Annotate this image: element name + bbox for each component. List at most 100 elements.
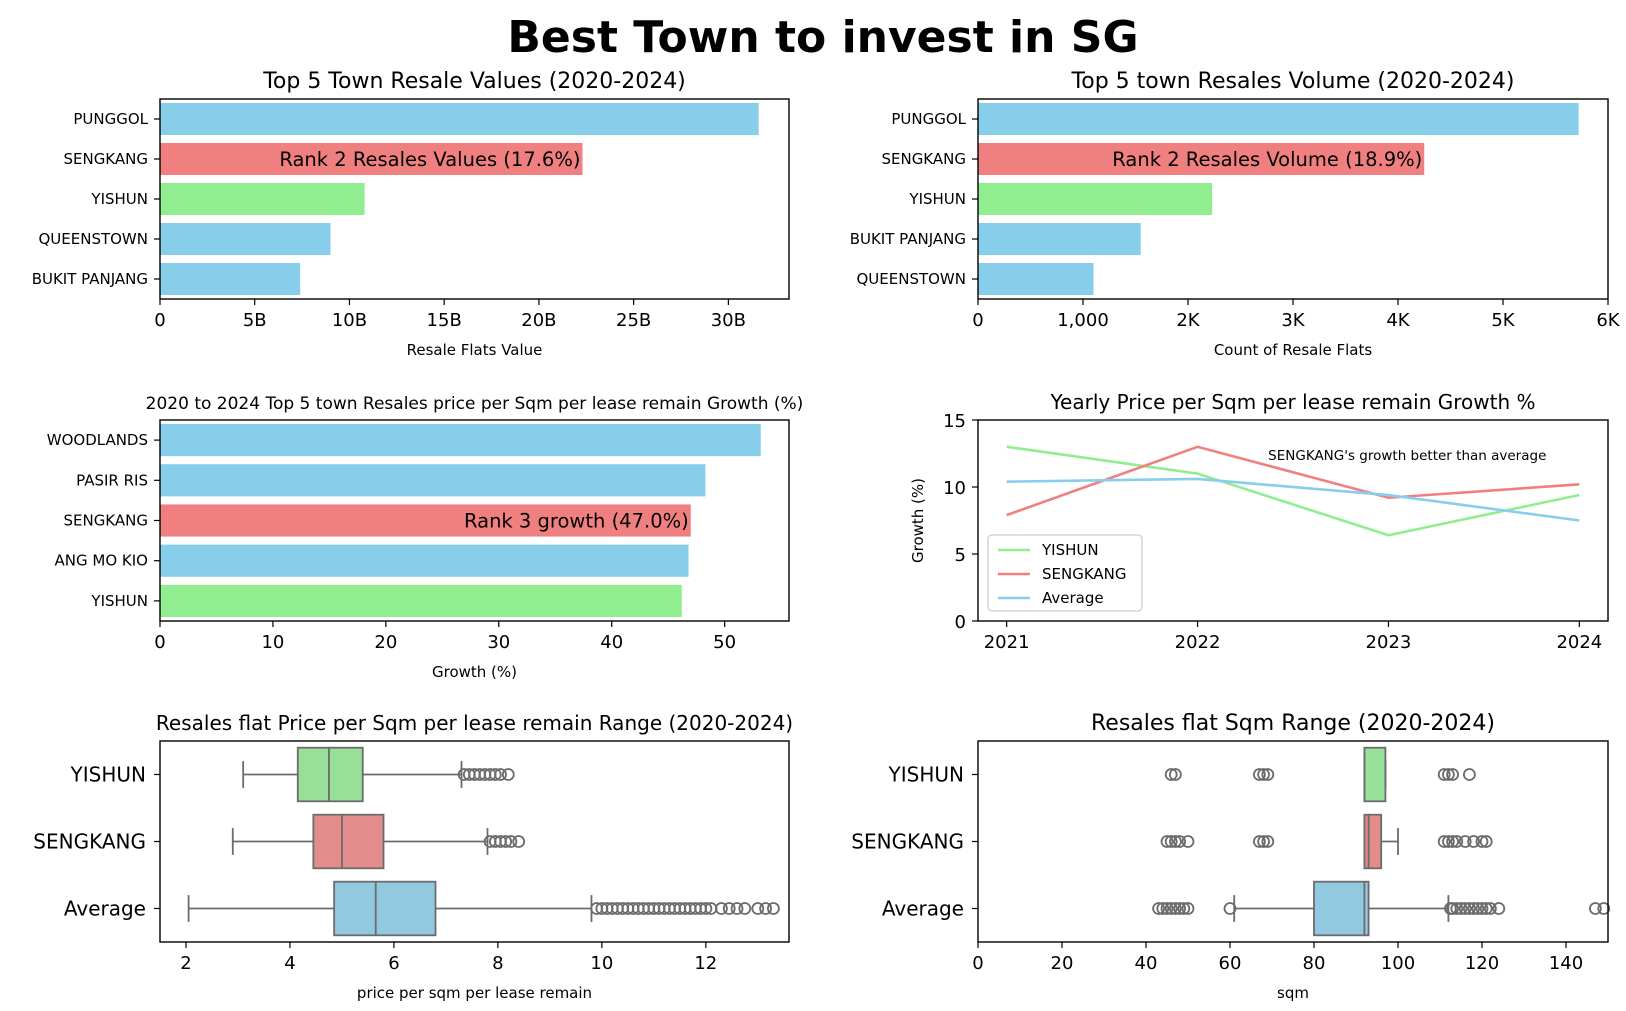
chart-2-xtick-label: 50	[713, 632, 736, 653]
bar-annotation: Rank 2 Resales Values (17.6%)	[279, 148, 580, 171]
outlier-point	[1446, 902, 1459, 915]
chart-2: 2020 to 2024 Top 5 town Resales price pe…	[47, 394, 804, 681]
chart-1-xtick-label: 4K	[1386, 310, 1410, 331]
outlier-point	[1492, 902, 1506, 915]
chart-1-title: Top 5 town Resales Volume (2020-2024)	[1071, 69, 1515, 94]
outlier-point	[1589, 902, 1602, 915]
outlier-point	[759, 902, 773, 915]
line-average	[1006, 477, 1580, 522]
chart-4-xtick-label: 10	[590, 953, 613, 974]
outlier-point	[1471, 902, 1485, 915]
chart-2-xtick-label: 10	[261, 632, 284, 653]
legend-label-sengkang: SENGKANG	[1042, 565, 1127, 583]
outlier-point	[1597, 902, 1611, 915]
outlier-point	[699, 902, 713, 915]
chart-2-xtick-label: 40	[600, 632, 623, 653]
chart-0-xlabel: Resale Flats Value	[407, 341, 543, 359]
chart-4-xtick-label: 12	[694, 953, 717, 974]
outlier-point	[1454, 902, 1468, 915]
legend-label-average: Average	[1042, 589, 1104, 607]
chart-4-xtick-label: 6	[388, 953, 399, 974]
chart-4-xtick-label: 4	[284, 953, 295, 974]
outlier-point	[1257, 835, 1270, 848]
chart-3-frame	[977, 419, 1609, 622]
chart-4-xtick-label: 2	[180, 953, 191, 974]
chart-1-xtick-label: 0	[972, 310, 983, 331]
bar-yishun	[160, 183, 365, 215]
chart-5-xtick-label: 120	[1465, 953, 1499, 974]
outlier-point	[1257, 768, 1270, 781]
box-iqr	[312, 813, 385, 870]
chart-2-xtick-label: 0	[154, 632, 165, 653]
chart-5-frame	[977, 740, 1609, 943]
outlier-point	[751, 902, 765, 915]
chart-0: Top 5 Town Resale Values (2020-2024) Resa…	[32, 69, 790, 359]
bar-yishun	[978, 183, 1213, 215]
chart-3-xtick-label: 2023	[1366, 632, 1412, 653]
category-label-average: Average	[64, 897, 146, 921]
outlier-point	[488, 768, 502, 781]
outlier-point	[1169, 902, 1182, 915]
category-label-bukit-panjang: BUKIT PANJANG	[850, 230, 966, 248]
category-label-sengkang: SENGKANG	[881, 150, 966, 168]
outlier-point	[1463, 768, 1476, 781]
outlier-point	[1253, 768, 1266, 781]
outlier-point	[1442, 768, 1455, 781]
outlier-point	[1160, 835, 1174, 848]
bar-sengkang	[978, 143, 1425, 175]
outlier-point	[1484, 902, 1497, 915]
chart-4-xlabel: price per sqm per lease remain	[357, 984, 592, 1002]
outlier-point	[1442, 835, 1455, 848]
chart-2-xtick-label: 30	[487, 632, 510, 653]
outlier-point	[499, 835, 513, 848]
chart-4-xtick-label: 8	[492, 953, 503, 974]
outlier-point	[512, 835, 526, 848]
outlier-point	[504, 835, 518, 848]
category-label-woodlands: WOODLANDS	[47, 431, 148, 449]
category-label-sengkang: SENGKANG	[63, 150, 148, 168]
chart-1-xtick-label: 6K	[1596, 310, 1620, 331]
outlier-point	[1181, 835, 1195, 848]
chart-5-xtick-label: 100	[1381, 953, 1415, 974]
outlier-point	[1458, 835, 1472, 848]
chart-panels: Top 5 Town Resale Values (2020-2024) Resa…	[32, 69, 1621, 1002]
chart-1: Top 5 town Resales Volume (2020-2024) Cou…	[850, 69, 1621, 359]
outlier-point	[715, 902, 728, 915]
chart-5-xtick-label: 0	[972, 953, 983, 974]
outlier-point	[1169, 768, 1182, 781]
outlier-point	[1475, 835, 1489, 848]
outlier-point	[1467, 835, 1480, 848]
line-annotation: SENGKANG's growth better than average	[1268, 448, 1546, 464]
outlier-point	[1223, 902, 1237, 915]
category-label-yishun: YISHUN	[70, 763, 146, 787]
box-average	[187, 880, 780, 937]
category-label-average: Average	[882, 897, 964, 921]
chart-1-xtick-label: 5K	[1491, 310, 1515, 331]
box-iqr	[1363, 746, 1387, 803]
outlier-point	[1446, 835, 1459, 848]
chart-3-ytick-label: 0	[955, 612, 966, 633]
chart-5-xtick-label: 140	[1549, 953, 1583, 974]
box-iqr	[296, 746, 364, 803]
outlier-point	[1458, 902, 1472, 915]
chart-3: Yearly Price per Sqm per lease remain Gr…	[909, 390, 1609, 653]
outlier-point	[1479, 902, 1493, 915]
category-label-punggol: PUNGGOL	[73, 110, 148, 128]
chart-3-xtick-label: 2024	[1556, 632, 1602, 653]
category-label-queenstown: QUEENSTOWN	[38, 230, 148, 248]
chart-3-xtick-label: 2022	[1175, 632, 1221, 653]
bar-queenstown	[978, 263, 1094, 295]
outlier-point	[1152, 902, 1165, 915]
outlier-point	[501, 768, 515, 781]
outlier-point	[1169, 835, 1182, 848]
chart-4-title: Resales flat Price per Sqm per lease rem…	[156, 711, 793, 735]
category-label-queenstown: QUEENSTOWN	[856, 270, 966, 288]
chart-1-frame	[977, 98, 1609, 300]
chart-0-frame	[159, 98, 790, 300]
chart-3-ytick-label: 10	[943, 478, 966, 499]
category-label-pasir-ris: PASIR RIS	[76, 471, 148, 489]
outlier-point	[1181, 902, 1195, 915]
chart-1-xlabel: Count of Resale Flats	[1214, 341, 1373, 359]
outlier-point	[1479, 835, 1493, 848]
chart-0-xtick-label: 15B	[427, 310, 462, 331]
